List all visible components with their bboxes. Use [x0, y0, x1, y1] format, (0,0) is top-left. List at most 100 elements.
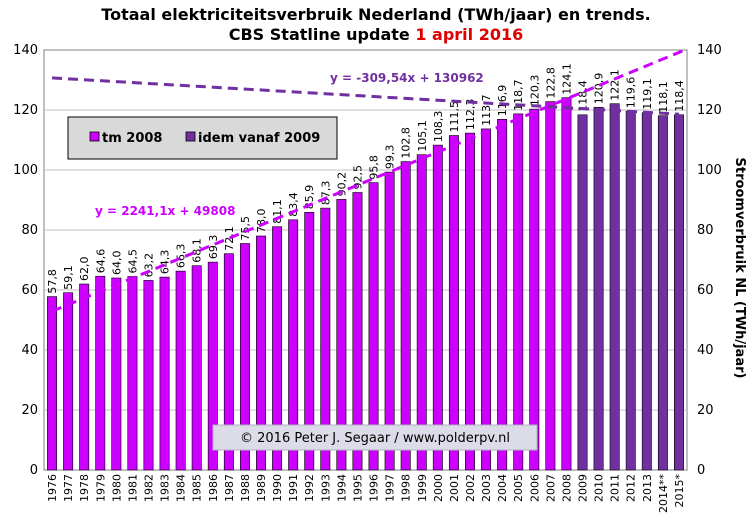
y-tick-label-left: 140: [13, 43, 38, 58]
bar: [175, 270, 186, 471]
y-tick-label-right: 140: [697, 43, 722, 58]
data-label: 120,9: [593, 73, 606, 105]
bar: [320, 207, 331, 471]
bar: [368, 182, 379, 471]
trendlines: [51, 47, 688, 313]
bar: [63, 292, 74, 471]
legend-swatch-b: [185, 131, 196, 142]
title-line2-highlight: 1 april 2016: [415, 25, 523, 44]
data-label: 68,1: [191, 238, 204, 263]
y-tick-label-left: 40: [21, 343, 38, 358]
bar: [127, 276, 138, 471]
data-label: 119,6: [625, 77, 638, 109]
data-label: 92,5: [351, 165, 364, 190]
data-label: 116,9: [496, 85, 509, 117]
x-tick-label: 2014**: [657, 474, 670, 513]
y-tick-label-left: 80: [21, 223, 38, 238]
legend-box: [67, 116, 338, 160]
data-label: 66,3: [175, 244, 188, 269]
bar: [561, 97, 572, 471]
plot-area: [43, 49, 688, 471]
data-label: 111,5: [448, 101, 461, 133]
data-label: 122,8: [544, 67, 557, 99]
x-tick-label: 1997: [384, 474, 397, 502]
y-tick-label-left: 60: [21, 283, 38, 298]
bar: [272, 226, 283, 471]
bar: [191, 265, 202, 471]
x-tick-label: 1990: [271, 474, 284, 502]
bar: [223, 253, 234, 471]
legend-label-a: tm 2008: [102, 131, 162, 146]
x-tick-label: 1996: [368, 474, 381, 502]
x-axis: 1976 1977 1978 1979 1980 1981 1982 1983 1984 1985…: [46, 474, 686, 513]
bar: [400, 161, 411, 471]
y-axis-right: 0 20 40 60 80 100 120 140: [697, 43, 722, 478]
y-tick-label-right: 60: [697, 283, 714, 298]
bar: [95, 275, 106, 471]
bar: [159, 276, 170, 471]
data-label: 118,1: [657, 81, 670, 113]
copyright-text: © 2016 Peter J. Segaar / www.polderpv.nl: [240, 431, 510, 446]
x-tick-label: 1991: [287, 474, 300, 502]
x-tick-label: 2004: [496, 474, 509, 502]
bar: [336, 199, 347, 471]
x-tick-label: 1998: [400, 474, 413, 502]
x-tick-label: 1988: [239, 474, 252, 502]
copyright-box: © 2016 Peter J. Segaar / www.polderpv.nl: [212, 424, 538, 451]
x-tick-label: 2010: [593, 474, 606, 502]
data-label: 118,7: [512, 79, 525, 111]
data-labels: 57,8 59,1 62,0 64,6 64,0 64,5 63,2 64,3 66,3 68,1…: [46, 63, 686, 293]
bar: [352, 192, 363, 471]
x-tick-label: 1993: [319, 474, 332, 502]
bar: [593, 107, 604, 471]
bar: [674, 114, 684, 471]
x-tick-label: 1992: [303, 474, 316, 502]
x-tick-label: 1979: [94, 474, 107, 502]
x-tick-label: 2000: [432, 474, 445, 502]
data-label: 64,0: [110, 251, 123, 276]
y-tick-label-left: 20: [21, 403, 38, 418]
bar: [641, 112, 652, 471]
bar: [465, 132, 475, 471]
data-label: 59,1: [62, 265, 75, 290]
bar: [513, 113, 524, 471]
x-tick-label: 2005: [512, 474, 525, 502]
bar: [416, 154, 427, 471]
x-tick-label: 2012: [625, 474, 638, 502]
bar: [481, 128, 492, 471]
x-tick-label: 2013: [641, 474, 654, 502]
bar: [497, 119, 508, 471]
bar: [625, 110, 636, 471]
bars: [47, 97, 684, 471]
x-tick-label: 1983: [159, 474, 172, 502]
bar: [609, 103, 620, 471]
x-tick-label: 2003: [480, 474, 493, 502]
data-label: 95,8: [368, 155, 381, 180]
data-label: 105,1: [416, 120, 429, 152]
trendline-down-equation: y = -309,54x + 130962: [330, 71, 484, 85]
x-tick-label: 1994: [335, 474, 348, 502]
data-label: 57,8: [46, 269, 59, 294]
bar: [111, 277, 122, 471]
legend-swatch-a: [89, 131, 100, 142]
x-tick-label: 2002: [464, 474, 477, 502]
data-label: 124,1: [560, 63, 573, 95]
bar: [256, 235, 266, 471]
x-tick-label: 1978: [78, 474, 91, 502]
data-label: 72,1: [223, 226, 236, 251]
data-label: 120,3: [528, 75, 541, 107]
data-label: 118,4: [577, 80, 590, 112]
y-axis-label: Stroomverbruik NL (TWh/jaar): [732, 158, 747, 379]
bar: [47, 296, 57, 471]
x-tick-label: 1999: [416, 474, 429, 502]
title-line2-prefix: CBS Statline update: [229, 25, 416, 44]
legend: tm 2008 idem vanaf 2009: [67, 116, 338, 160]
data-label: 64,3: [159, 250, 172, 275]
bar: [143, 280, 154, 471]
x-tick-label: 1989: [255, 474, 268, 502]
data-label: 85,9: [303, 185, 316, 210]
y-tick-label-right: 120: [697, 103, 722, 118]
data-label: 118,4: [673, 80, 686, 112]
